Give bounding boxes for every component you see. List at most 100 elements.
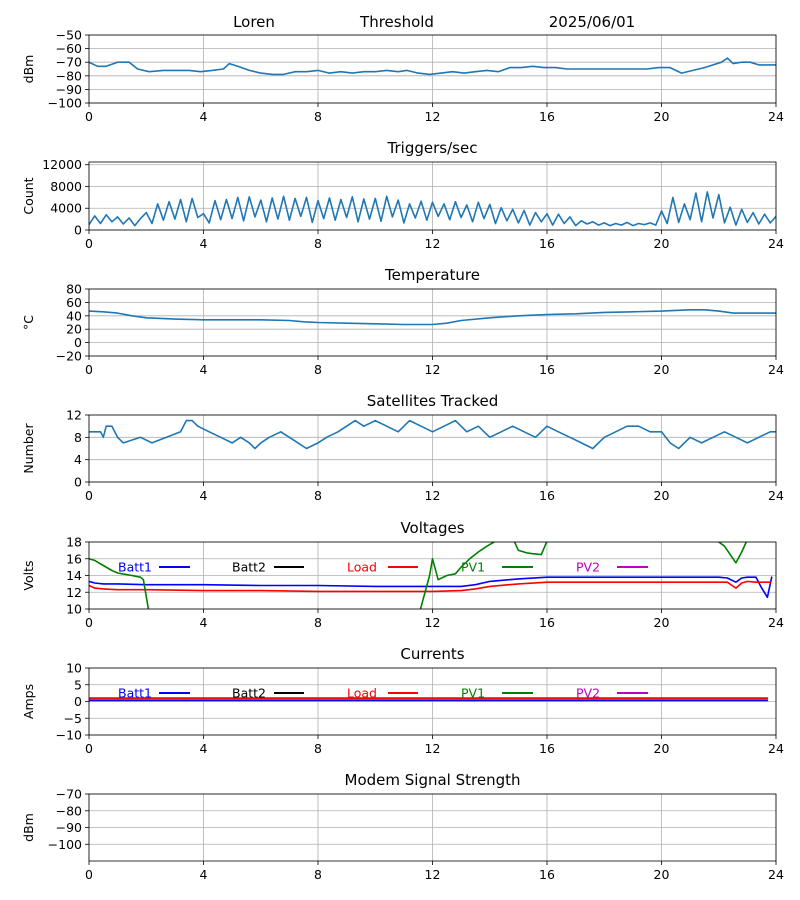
y-tick-label: 12 xyxy=(66,585,82,600)
x-tick-label: 24 xyxy=(768,362,784,377)
legend-label-load: Load xyxy=(347,686,377,701)
y-axis-label: dBm xyxy=(21,813,36,842)
x-tick-label: 24 xyxy=(768,867,784,882)
x-tick-label: 12 xyxy=(425,741,441,756)
x-tick-label: 8 xyxy=(314,615,322,630)
y-tick-label: 0 xyxy=(74,475,82,490)
x-tick-label: 4 xyxy=(200,741,208,756)
x-tick-label: 8 xyxy=(314,488,322,503)
y-tick-label: 18 xyxy=(66,535,82,550)
chart-title: Triggers/sec xyxy=(387,139,478,157)
y-tick-label: 12 xyxy=(66,408,82,423)
series-line-data xyxy=(89,419,776,450)
legend-label-batt1: Batt1 xyxy=(118,560,152,575)
x-tick-label: 0 xyxy=(85,867,93,882)
x-tick-label: 0 xyxy=(85,362,93,377)
x-tick-label: 16 xyxy=(539,615,555,630)
y-tick-label: 60 xyxy=(66,295,82,310)
y-tick-label: −5 xyxy=(64,711,82,726)
chart-title: Currents xyxy=(400,645,464,663)
y-axis-label: Number xyxy=(21,423,36,474)
chart-panel-1: 0 4 8 12 16 20 24 −100−90−80−70−60−50 dBm xyxy=(21,28,784,125)
chart-title: Satellites Tracked xyxy=(367,392,498,410)
y-tick-label: −70 xyxy=(56,787,82,802)
x-tick-label: 0 xyxy=(85,109,93,124)
legend-label-load: Load xyxy=(347,560,377,575)
series-line-data xyxy=(89,57,776,76)
x-tick-label: 8 xyxy=(314,362,322,377)
x-tick-label: 8 xyxy=(314,236,322,251)
legend-label-pv1: PV1 xyxy=(461,560,485,575)
legend-label-batt2: Batt2 xyxy=(232,686,266,701)
y-tick-label: 4 xyxy=(74,452,82,467)
y-tick-label: 80 xyxy=(66,282,82,297)
x-tick-label: 12 xyxy=(425,867,441,882)
chart-title: Modem Signal Strength xyxy=(345,771,521,789)
x-tick-label: 16 xyxy=(539,236,555,251)
x-tick-label: 24 xyxy=(768,488,784,503)
x-tick-label: 12 xyxy=(425,488,441,503)
series-line-data xyxy=(89,191,776,227)
y-tick-label: −80 xyxy=(56,803,82,818)
series-line-data xyxy=(89,308,776,326)
y-tick-label: −90 xyxy=(56,82,82,97)
x-tick-label: 8 xyxy=(314,741,322,756)
y-tick-label: −80 xyxy=(56,68,82,83)
x-tick-label: 12 xyxy=(425,362,441,377)
x-tick-label: 16 xyxy=(539,362,555,377)
y-tick-label: −10 xyxy=(56,728,82,743)
x-tick-label: 24 xyxy=(768,741,784,756)
x-tick-label: 0 xyxy=(85,741,93,756)
header-station: Loren xyxy=(233,13,275,31)
x-tick-label: 8 xyxy=(314,867,322,882)
y-tick-label: 16 xyxy=(66,551,82,566)
y-tick-label: 8000 xyxy=(50,179,82,194)
legend-label-pv1: PV1 xyxy=(461,686,485,701)
header-date: 2025/06/01 xyxy=(549,13,635,31)
x-tick-label: 8 xyxy=(314,109,322,124)
y-axis-label: dBm xyxy=(21,55,36,84)
x-tick-label: 12 xyxy=(425,615,441,630)
x-tick-label: 4 xyxy=(200,236,208,251)
x-tick-label: 20 xyxy=(654,236,670,251)
y-axis-label: Amps xyxy=(21,684,36,719)
x-tick-label: 4 xyxy=(200,362,208,377)
x-tick-label: 4 xyxy=(200,488,208,503)
y-tick-label: 0 xyxy=(74,335,82,350)
x-tick-label: 16 xyxy=(539,741,555,756)
y-tick-label: 40 xyxy=(66,308,82,323)
x-tick-label: 0 xyxy=(85,488,93,503)
chart-panel-7: 0 4 8 12 16 20 24 −100 −90 −80−70 Modem Signal Str… xyxy=(21,771,784,882)
y-tick-label: 5 xyxy=(74,677,82,692)
header-label: Threshold xyxy=(359,13,434,31)
legend-label-pv2: PV2 xyxy=(576,686,600,701)
y-tick-label: 12000 xyxy=(42,157,82,172)
x-tick-label: 20 xyxy=(654,488,670,503)
y-tick-label: 20 xyxy=(66,322,82,337)
y-tick-label: 8 xyxy=(74,430,82,445)
x-tick-label: 4 xyxy=(200,615,208,630)
y-axis-label: °C xyxy=(21,315,36,330)
y-tick-label: −60 xyxy=(56,41,82,56)
y-tick-label: 0 xyxy=(74,694,82,709)
x-tick-label: 0 xyxy=(85,615,93,630)
x-tick-label: 12 xyxy=(425,109,441,124)
chart-panel-2: 0 4 8 12 16 20 24 0 4000 8000 12000 Triggers/sec Cou… xyxy=(21,139,784,251)
y-tick-label: −90 xyxy=(56,820,82,835)
x-tick-label: 16 xyxy=(539,109,555,124)
x-tick-label: 12 xyxy=(425,236,441,251)
x-tick-label: 24 xyxy=(768,109,784,124)
x-tick-label: 20 xyxy=(654,867,670,882)
y-tick-label: 0 xyxy=(74,223,82,238)
x-tick-label: 16 xyxy=(539,867,555,882)
legend-label-batt1: Batt1 xyxy=(118,686,152,701)
chart-panel-4: 0 4 8 12 16 20 24 0 4 8 12 Satellites Tracked Number xyxy=(21,392,784,503)
y-axis-label: Volts xyxy=(21,560,36,590)
x-tick-label: 0 xyxy=(85,236,93,251)
y-axis-label: Count xyxy=(21,177,36,214)
x-tick-label: 20 xyxy=(654,615,670,630)
